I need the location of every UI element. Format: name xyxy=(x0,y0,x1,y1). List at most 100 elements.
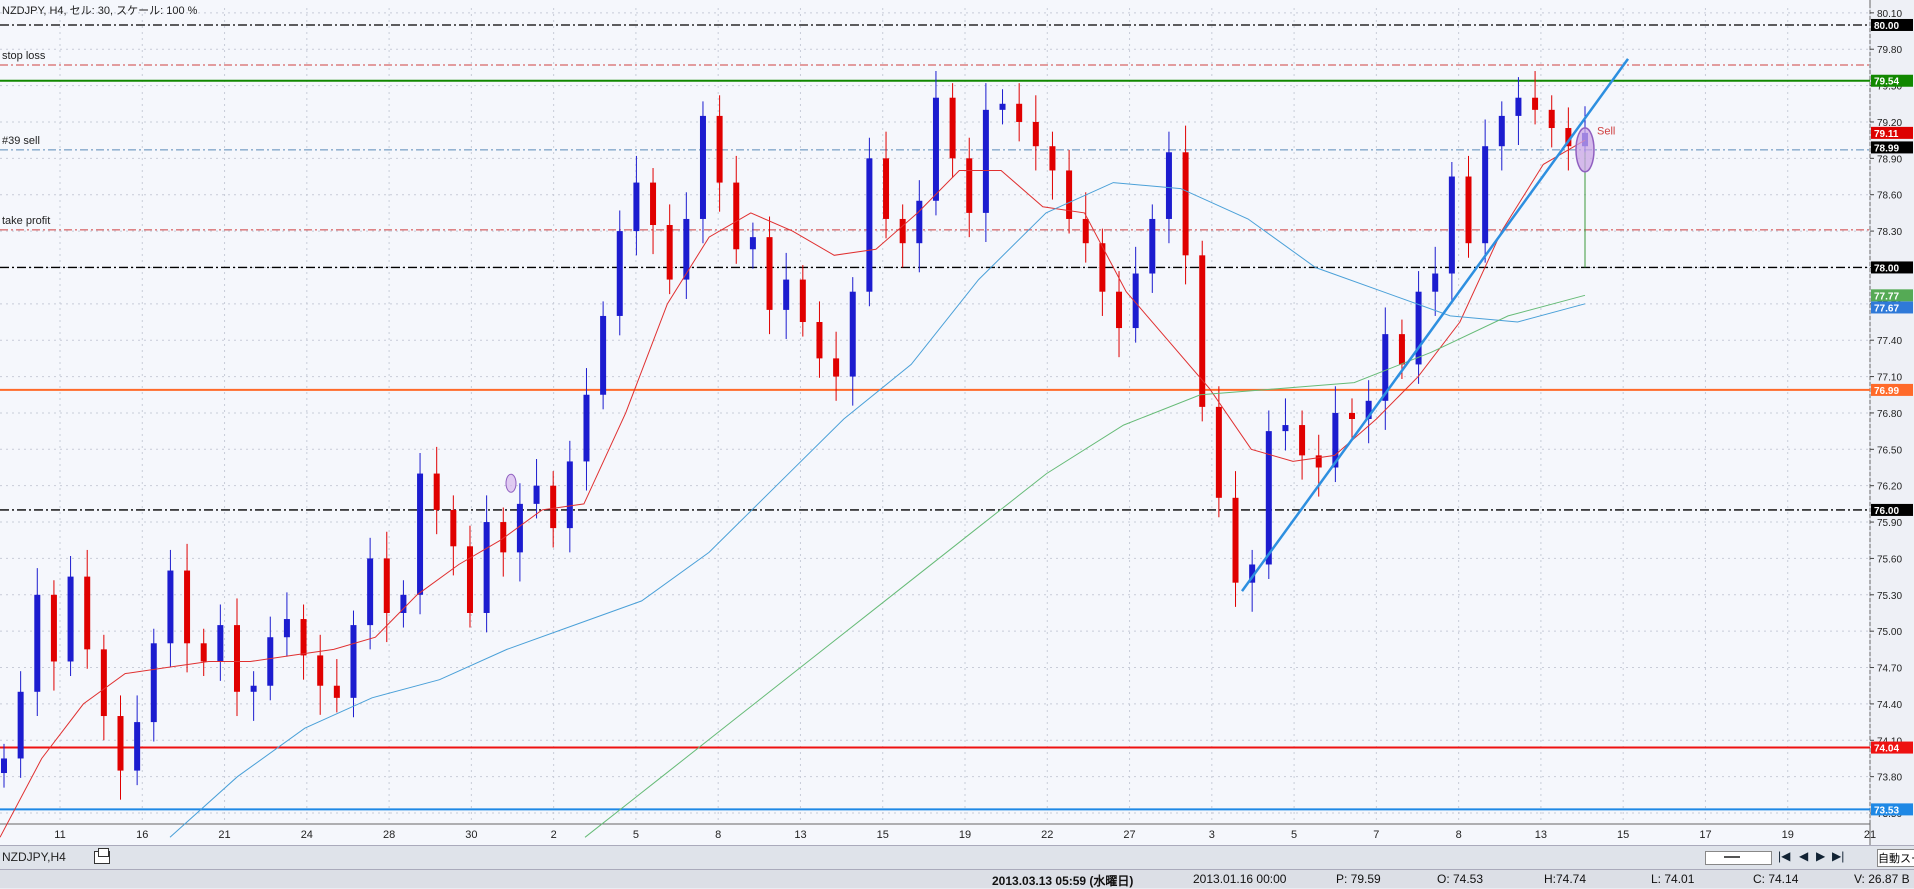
candle-body xyxy=(250,685,257,692)
price-tick-label: 75.60 xyxy=(1877,554,1902,565)
price-tick-label: 79.50 xyxy=(1877,82,1902,93)
candle-body xyxy=(367,558,374,626)
candle-body xyxy=(733,182,740,250)
status-datetime: 2013.03.13 05:59 (水曜日) xyxy=(992,874,1134,888)
candle-body xyxy=(1,758,7,774)
price-chart[interactable]: 11 16 21 24 28 30 2 5 8 13 15 19 22 27 3 5 7 8 13 15 17 19 21 8… xyxy=(0,0,1914,845)
candle-body xyxy=(84,576,91,650)
price-marker-box xyxy=(1871,261,1913,274)
price-tick-label: 76.50 xyxy=(1877,445,1902,456)
price-marker-box xyxy=(1871,301,1913,314)
time-tick-label: 13 xyxy=(794,829,806,841)
candle-body xyxy=(1349,412,1356,419)
candle-body xyxy=(566,461,573,529)
candle-body xyxy=(433,473,440,510)
candle-body xyxy=(883,158,890,219)
candle-body xyxy=(34,594,41,692)
candle-body xyxy=(50,594,57,662)
chart-title: NZDJPY, H4, セル: 30, スケール: 100 % xyxy=(2,5,198,17)
candle-body xyxy=(550,485,557,529)
candle-body xyxy=(799,279,806,323)
candle-body xyxy=(167,570,174,644)
candle-body xyxy=(1465,176,1472,244)
candle-body xyxy=(1032,121,1039,147)
time-tick-label: 5 xyxy=(633,829,639,841)
price-tick-label: 76.80 xyxy=(1877,409,1902,420)
price-marker-box xyxy=(1871,503,1913,516)
candle-body xyxy=(650,182,657,226)
chart-area[interactable]: 11 16 21 24 28 30 2 5 8 13 15 19 22 27 3 5 7 8 13 15 17 19 21 8… xyxy=(0,0,1914,845)
price-marker-box xyxy=(1871,803,1913,816)
candle-body xyxy=(1415,291,1422,365)
candle-body xyxy=(1282,425,1289,432)
sell-annotation: Sell xyxy=(1597,125,1615,137)
restore-window-icon[interactable] xyxy=(94,848,110,864)
status-open: O: 74.53 xyxy=(1437,872,1484,886)
status-high: H:74.74 xyxy=(1544,872,1587,886)
auto-zoom-button[interactable]: 自動スーム xyxy=(1877,849,1914,867)
candle-body xyxy=(1565,128,1572,147)
time-tick-label: 2 xyxy=(551,829,557,841)
price-marker-label: 80.00 xyxy=(1874,21,1899,32)
candle-body xyxy=(982,109,989,213)
candle-body xyxy=(300,619,307,656)
candle-body xyxy=(1016,103,1023,122)
price-marker-label: 74.04 xyxy=(1874,744,1899,755)
candle-body xyxy=(100,649,107,717)
candle-body xyxy=(1548,109,1555,129)
candle-body xyxy=(583,394,590,462)
price-tick-label: 74.70 xyxy=(1877,664,1902,675)
scroll-first-icon[interactable]: |◀ xyxy=(1778,849,1791,863)
status-low: L: 74.01 xyxy=(1651,872,1695,886)
time-tick-label: 3 xyxy=(1209,829,1215,841)
candle-body xyxy=(466,546,473,613)
candle-body xyxy=(1482,146,1489,244)
price-tick-label: 75.00 xyxy=(1877,627,1902,638)
candle-body xyxy=(1149,218,1156,274)
time-tick-label: 8 xyxy=(1456,829,1462,841)
candle-body xyxy=(267,637,274,686)
candle-body xyxy=(417,473,424,595)
candle-body xyxy=(833,358,840,377)
trend-line xyxy=(1240,58,1630,592)
candle-body xyxy=(1132,273,1139,329)
candle-body xyxy=(233,625,240,692)
candle-body xyxy=(1232,497,1239,583)
time-tick-label: 30 xyxy=(465,829,477,841)
horizontal-scrollbar[interactable] xyxy=(1705,851,1772,865)
scroll-last-icon[interactable]: ▶| xyxy=(1832,849,1845,863)
scrollbar-thumb[interactable] xyxy=(1724,856,1740,858)
price-tick-label: 75.90 xyxy=(1877,518,1902,529)
candle-body xyxy=(683,218,690,280)
price-marker-box xyxy=(1871,18,1913,31)
moving-average-line xyxy=(584,294,1586,838)
moving-average-line xyxy=(169,182,1586,838)
price-tick-label: 80.10 xyxy=(1877,9,1902,20)
price-marker-label: 79.54 xyxy=(1874,77,1899,88)
time-tick-label: 21 xyxy=(1864,829,1876,841)
order-line-label: #39 sell xyxy=(2,135,40,147)
scroll-next-icon[interactable]: ▶ xyxy=(1816,849,1826,863)
candle-body xyxy=(1066,170,1073,219)
candle-body xyxy=(1182,152,1189,256)
time-tick-label: 16 xyxy=(136,829,148,841)
candle-body xyxy=(916,200,923,244)
candle-body xyxy=(600,315,607,395)
candle-body xyxy=(1365,400,1372,419)
candle-body xyxy=(200,643,207,662)
candle-body xyxy=(932,97,939,201)
scroll-prev-icon[interactable]: ◀ xyxy=(1799,849,1809,863)
candle-body xyxy=(999,103,1006,110)
candle-body xyxy=(400,594,407,613)
status-cursor-time: 2013.01.16 00:00 xyxy=(1193,872,1287,886)
time-tick-label: 5 xyxy=(1291,829,1297,841)
candle-body xyxy=(1299,425,1306,456)
candle-body xyxy=(783,279,790,310)
candle-body xyxy=(217,625,224,662)
status-bar: 2013.03.13 05:59 (水曜日) 2013.01.16 00:00 … xyxy=(0,869,1914,888)
price-tick-label: 79.20 xyxy=(1877,118,1902,129)
candle-body xyxy=(716,115,723,183)
price-marker-box xyxy=(1871,741,1913,754)
candle-body xyxy=(283,619,290,638)
tab-nzdjpy-h4[interactable]: NZDJPY,H4 xyxy=(2,850,66,864)
